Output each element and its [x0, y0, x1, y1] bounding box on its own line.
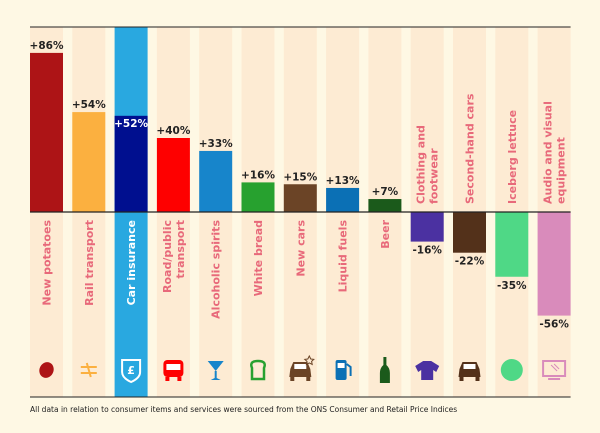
value-label: +16% [241, 169, 275, 181]
potato-icon [39, 362, 54, 378]
bar [537, 212, 571, 316]
category-label: Second-hand cars [464, 93, 477, 204]
category-label: Car insurance [125, 220, 138, 305]
bread-icon [250, 359, 266, 381]
bar [368, 199, 402, 212]
value-label: +33% [199, 138, 233, 150]
bar [283, 184, 317, 212]
footnote: All data in relation to consumer items a… [30, 405, 458, 414]
bar [30, 52, 63, 213]
value-label: +13% [326, 175, 360, 187]
category-label: New potatoes [41, 220, 54, 306]
fuel-pump-icon [335, 360, 352, 380]
category-label: Alcoholic spirits [210, 220, 223, 319]
svg-text:£: £ [127, 364, 135, 377]
bar [326, 187, 360, 212]
tshirt-icon [415, 361, 440, 380]
shield-pound-icon: £ [121, 359, 142, 384]
category-label: Clothing and [415, 125, 428, 204]
category-label: Beer [379, 219, 392, 248]
bar [114, 115, 148, 212]
bottle-icon [379, 357, 390, 383]
monitor-icon [542, 360, 567, 380]
category-label: Liquid fuels [337, 220, 350, 293]
value-label: +7% [372, 186, 399, 198]
value-label: -56% [539, 319, 569, 331]
bar [453, 212, 486, 253]
bar [495, 212, 529, 277]
bar [199, 150, 233, 212]
value-label: -22% [455, 256, 485, 268]
value-label: -16% [412, 245, 442, 257]
category-label: New cars [294, 220, 307, 277]
category-label: equipment [555, 137, 568, 204]
category-label: transport [174, 220, 187, 279]
bar [241, 182, 275, 212]
category-label: footwear [428, 148, 441, 204]
lettuce-icon [500, 359, 523, 381]
new-car-icon [289, 354, 315, 381]
value-label: +86% [30, 40, 64, 52]
category-label: Iceberg lettuce [506, 110, 519, 204]
train-icon [80, 362, 97, 378]
bus-icon [163, 360, 184, 381]
category-label: Audio and visual [542, 101, 555, 204]
value-label: -35% [497, 280, 527, 292]
category-label: Road/public [161, 220, 174, 293]
cocktail-glass-icon [207, 361, 224, 380]
bar [410, 212, 444, 242]
bar [156, 138, 190, 212]
car-icon [458, 362, 481, 381]
value-label: +54% [72, 99, 106, 111]
value-label: +52% [114, 118, 148, 130]
value-label: +15% [283, 171, 317, 183]
category-label: White bread [252, 220, 265, 296]
value-label: +40% [156, 125, 190, 137]
category-label: Rail transport [83, 220, 96, 306]
bar [72, 112, 106, 212]
